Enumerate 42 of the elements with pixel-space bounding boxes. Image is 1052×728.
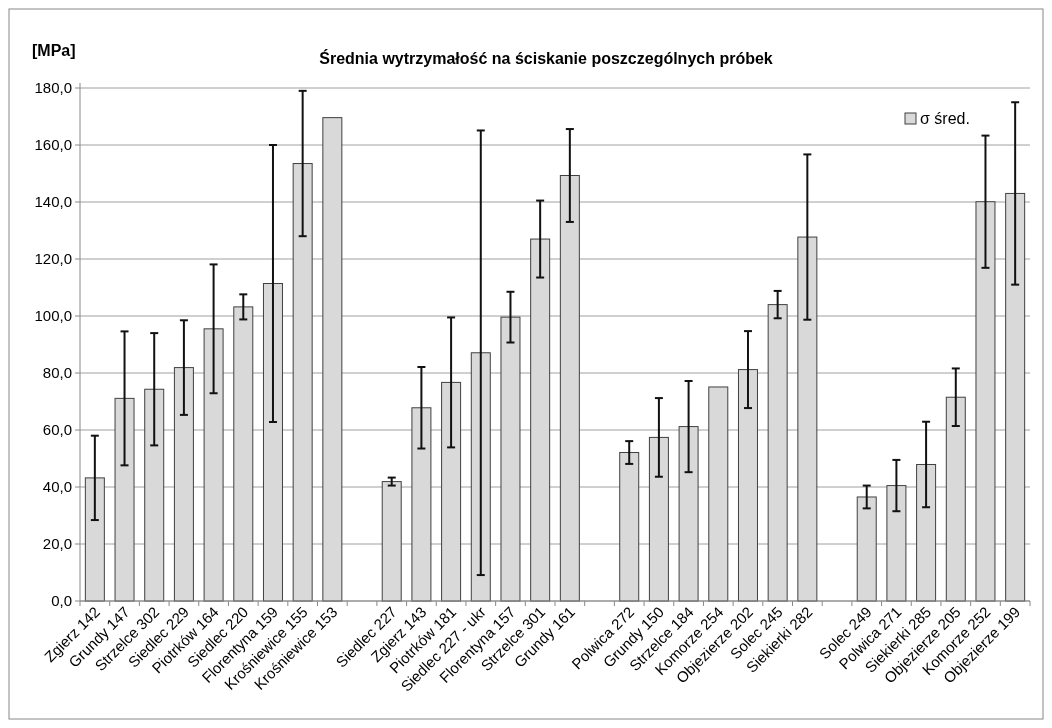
bar: [292, 163, 313, 602]
bar: [1005, 192, 1026, 602]
y-tick-label: 160,0: [34, 136, 72, 154]
bar: [114, 397, 135, 602]
bar: [648, 436, 669, 602]
y-tick-label: 140,0: [34, 193, 72, 211]
bar: [559, 175, 580, 602]
bar: [975, 201, 996, 602]
y-tick-label: 0,0: [51, 592, 72, 610]
bar: [322, 117, 343, 602]
bar: [856, 496, 877, 602]
y-axis-title: [MPa]: [32, 42, 76, 59]
bar: [678, 426, 699, 602]
y-tick-label: 60,0: [42, 421, 72, 439]
y-tick-label: 80,0: [42, 364, 72, 382]
bar: [441, 381, 462, 602]
bar: [411, 407, 432, 602]
bar: [708, 386, 729, 602]
y-tick-label: 20,0: [42, 535, 72, 553]
bar: [203, 328, 224, 602]
y-tick-label: 40,0: [42, 478, 72, 496]
y-tick-label: 180,0: [34, 79, 72, 97]
bar: [381, 481, 402, 602]
bar: [84, 477, 105, 602]
legend-label: σ śred.: [920, 110, 970, 127]
bar: [767, 304, 788, 602]
bar: [173, 367, 194, 602]
bar: [886, 485, 907, 602]
bar: [144, 388, 165, 602]
bar: [945, 396, 966, 602]
y-tick-label: 100,0: [34, 307, 72, 325]
bar: [262, 283, 283, 602]
bar: [619, 452, 640, 602]
bar: [470, 352, 491, 602]
bar: [916, 463, 937, 602]
bar: [737, 369, 758, 602]
bar: [233, 306, 254, 602]
bar: [500, 316, 521, 602]
y-tick-label: 120,0: [34, 250, 72, 268]
bar: [797, 236, 818, 602]
bar: [530, 238, 551, 602]
chart-title: Średnia wytrzymałość na ściskanie poszczególnych próbek: [319, 49, 773, 67]
